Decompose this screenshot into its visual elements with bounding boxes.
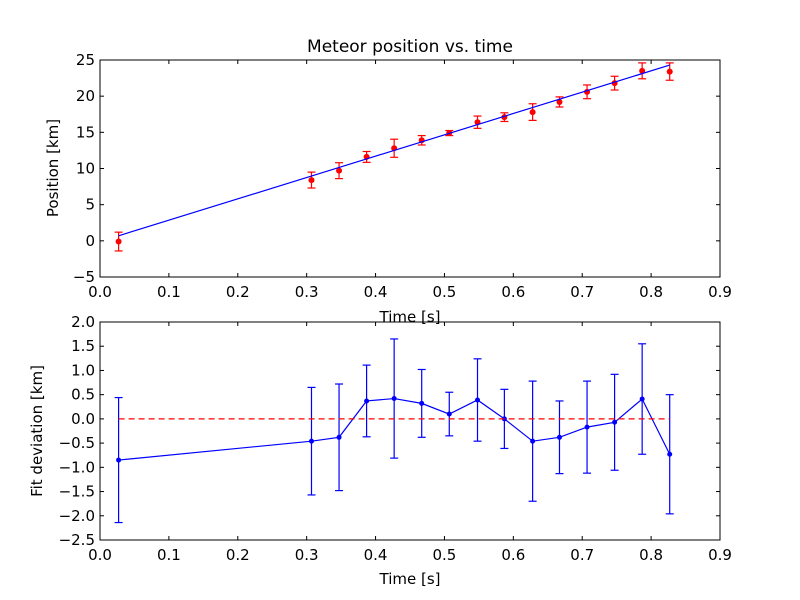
deviation-x-axis-label: Time [s]	[379, 570, 441, 588]
deviation-data-point	[308, 438, 314, 444]
deviation-x-tick-label: 0.2	[226, 546, 250, 564]
position-x-tick-label: 0.9	[708, 283, 732, 301]
deviation-axis-ticks: 0.0 0.1 0.2 0.3 0.4 0.5 0.6 0.7 0.8 0.9 −2.5 −2.0 −1…	[59, 313, 732, 564]
deviation-data-point	[639, 396, 645, 402]
deviation-y-tick-label: 0.0	[71, 410, 95, 428]
deviation-data-point	[530, 438, 536, 444]
deviation-y-tick-label: 1.5	[71, 337, 95, 355]
deviation-plot-marks	[114, 338, 674, 524]
deviation-data-point	[475, 397, 481, 403]
deviation-y-tick-label: −1.5	[59, 483, 95, 501]
deviation-x-tick-label: 0.5	[433, 546, 457, 564]
deviation-data-point	[556, 434, 562, 440]
deviation-y-tick-label: −2.0	[59, 507, 95, 525]
deviation-y-axis-label: Fit deviation [km]	[28, 365, 46, 497]
deviation-y-tick-label: −0.5	[59, 434, 95, 452]
position-y-tick-label: −5	[73, 268, 95, 286]
position-y-tick-label: 25	[76, 51, 95, 69]
deviation-data-point	[446, 411, 452, 417]
position-y-tick-label: 15	[76, 123, 95, 141]
deviation-axes-frame	[99, 321, 721, 541]
position-data-point	[556, 98, 563, 105]
position-plot-marks	[114, 62, 674, 252]
deviation-x-tick-label: 0.7	[570, 546, 594, 564]
position-y-tick-label: 0	[85, 232, 95, 250]
deviation-x-tick-label: 0.0	[88, 546, 112, 564]
fit-deviation-subplot: 0.0 0.1 0.2 0.3 0.4 0.5 0.6 0.7 0.8 0.9 −2.5 −2.0 −1…	[28, 313, 732, 588]
position-y-tick-label: 10	[76, 160, 95, 178]
deviation-data-point	[419, 400, 425, 406]
position-x-axis-label: Time [s]	[379, 308, 441, 326]
position-y-tick-label: 5	[85, 196, 95, 214]
deviation-y-tick-label: 2.0	[71, 313, 95, 331]
position-x-tick-label: 0.4	[364, 283, 388, 301]
deviation-y-tick-label: 1.0	[71, 361, 95, 379]
position-data-point	[666, 68, 673, 75]
deviation-data-point	[116, 457, 122, 463]
position-x-tick-label: 0.6	[501, 283, 525, 301]
deviation-y-tick-label: −1.0	[59, 458, 95, 476]
deviation-y-tick-label: −2.5	[59, 531, 95, 549]
deviation-data-point	[667, 451, 673, 457]
deviation-x-tick-label: 0.6	[501, 546, 525, 564]
position-y-tick-label: 20	[76, 87, 95, 105]
position-y-axis-label: Position [km]	[44, 119, 62, 217]
position-x-tick-label: 0.0	[88, 283, 112, 301]
chart-title: Meteor position vs. time	[307, 37, 513, 57]
position-data-point	[308, 177, 315, 184]
deviation-x-tick-label: 0.3	[295, 546, 319, 564]
deviation-data-point	[391, 396, 397, 402]
position-data-point	[529, 109, 536, 116]
position-data-point	[336, 167, 343, 174]
position-x-tick-label: 0.3	[295, 283, 319, 301]
position-subplot: Meteor position vs. time 0.0 0.1 0.2 0.3 0.4…	[44, 37, 732, 326]
deviation-data-point	[364, 398, 370, 404]
position-x-tick-label: 0.1	[157, 283, 181, 301]
deviation-data-point	[584, 424, 590, 430]
position-axis-ticks: 0.0 0.1 0.2 0.3 0.4 0.5 0.6 0.7 0.8 0.9 −5 0 5 10 15 20…	[73, 51, 732, 301]
deviation-y-tick-label: 0.5	[71, 386, 95, 404]
deviation-data-point	[612, 419, 618, 425]
deviation-x-tick-label: 0.9	[708, 546, 732, 564]
position-x-tick-label: 0.8	[639, 283, 663, 301]
position-data-point	[639, 67, 646, 74]
deviation-data-point	[336, 434, 342, 440]
deviation-x-tick-label: 0.1	[157, 546, 181, 564]
position-x-tick-label: 0.2	[226, 283, 250, 301]
position-data-point	[115, 238, 122, 245]
fit-line	[118, 64, 670, 237]
position-x-tick-label: 0.7	[570, 283, 594, 301]
position-x-tick-label: 0.5	[433, 283, 457, 301]
deviation-x-tick-label: 0.8	[639, 546, 663, 564]
deviation-x-tick-label: 0.4	[364, 546, 388, 564]
